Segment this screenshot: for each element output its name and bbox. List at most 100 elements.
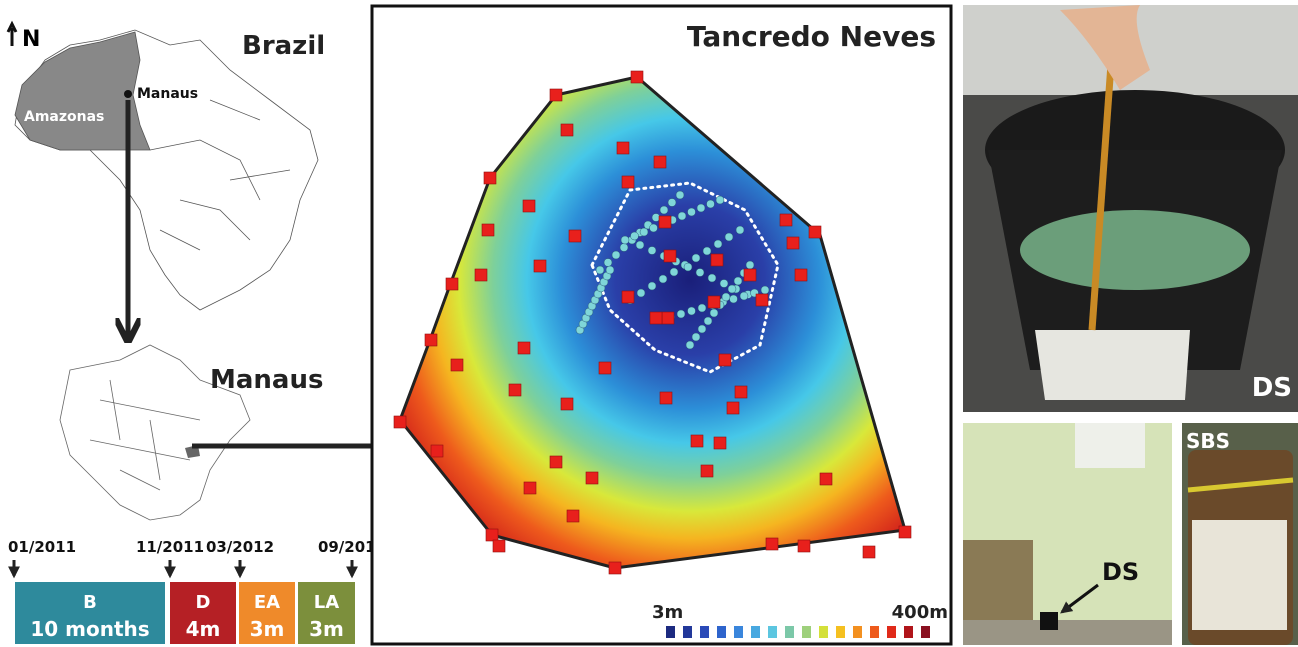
trap-square	[486, 529, 498, 541]
trap-square	[711, 254, 723, 266]
sensor-dot	[604, 259, 612, 267]
sensor-dot	[648, 282, 656, 290]
trap-square	[863, 546, 875, 558]
sensor-dot	[761, 286, 769, 294]
date-label: 03/2012	[206, 538, 274, 556]
date-label: 11/2011	[136, 538, 204, 556]
timeline: 01/201111/201103/201209/2012B10 monthsD4…	[8, 538, 386, 644]
sensor-dot	[728, 285, 736, 293]
sensor-dot	[746, 261, 754, 269]
sensor-dot	[636, 241, 644, 249]
trap-square	[744, 269, 756, 281]
scale-swatch	[717, 626, 726, 638]
trap-square	[524, 482, 536, 494]
sensor-dot	[670, 268, 678, 276]
sensor-dot	[703, 247, 711, 255]
phase-code: LA	[314, 592, 339, 613]
sensor-dot	[688, 208, 696, 216]
sensor-dot	[684, 263, 692, 271]
trap-square	[567, 510, 579, 522]
sensor-dot	[698, 304, 706, 312]
trap-square	[659, 216, 671, 228]
trap-square	[654, 156, 666, 168]
trap-square	[523, 200, 535, 212]
city-label: Manaus	[210, 365, 323, 395]
trap-square	[609, 562, 621, 574]
trap-square	[766, 538, 778, 550]
scale-swatch	[751, 626, 760, 638]
sensor-dot	[659, 275, 667, 283]
sensor-dot	[620, 244, 628, 252]
sensor-dot	[697, 204, 705, 212]
scale-swatch	[734, 626, 743, 638]
trap-square	[617, 142, 629, 154]
phase-duration: 10 months	[30, 617, 149, 641]
trap-square	[708, 296, 720, 308]
sensor-dot	[688, 307, 696, 315]
scale-swatch	[853, 626, 862, 638]
trap-square	[425, 334, 437, 346]
trap-square	[482, 224, 494, 236]
sensor-dot	[648, 247, 656, 255]
sensor-dot	[606, 266, 614, 274]
scale-swatch	[887, 626, 896, 638]
sensor-dot	[692, 254, 700, 262]
sensor-dot	[660, 206, 668, 214]
sensor-dot	[640, 228, 648, 236]
sensor-dot	[631, 232, 639, 240]
sensor-dot	[596, 266, 604, 274]
trap-square	[631, 71, 643, 83]
phase-duration: 3m	[250, 617, 285, 641]
trap-square	[394, 416, 406, 428]
phase-duration: 3m	[309, 617, 344, 641]
trap-square	[809, 226, 821, 238]
scale-swatch	[921, 626, 930, 638]
sensor-dot	[725, 233, 733, 241]
scale-swatch	[836, 626, 845, 638]
trap-square	[561, 398, 573, 410]
city-point-label: Manaus	[137, 86, 198, 102]
sensor-dot	[668, 199, 676, 207]
photo-ds-closeup: DS	[963, 5, 1298, 412]
sensor-dot	[678, 212, 686, 220]
scale-swatch	[700, 626, 709, 638]
north-label: N	[22, 27, 40, 52]
scale-swatch	[819, 626, 828, 638]
trap-square	[735, 386, 747, 398]
scale-swatch	[904, 626, 913, 638]
scale-swatch	[683, 626, 692, 638]
sensor-dot	[716, 196, 724, 204]
phase-duration: 4m	[186, 617, 221, 641]
trap-square	[795, 269, 807, 281]
sensor-dot	[714, 240, 722, 248]
trap-square	[561, 124, 573, 136]
sensor-dot	[704, 317, 712, 325]
photo-sbs: SBS	[1182, 423, 1298, 645]
sensor-dot	[698, 325, 706, 333]
photo-label: DS	[1252, 373, 1292, 403]
trap-square	[701, 465, 713, 477]
sensor-dot	[720, 280, 728, 288]
sensor-dot	[736, 226, 744, 234]
sensor-dot	[650, 224, 658, 232]
trap-square	[660, 392, 672, 404]
photo-label: SBS	[1186, 429, 1230, 453]
sensor-dot	[707, 200, 715, 208]
trap-square	[550, 89, 562, 101]
trap-square	[820, 473, 832, 485]
trap-square	[586, 472, 598, 484]
trap-square	[780, 214, 792, 226]
scale-max: 400m	[892, 602, 948, 623]
trap-square	[664, 250, 676, 262]
photo-label: DS	[1102, 558, 1139, 586]
sensor-dot	[637, 289, 645, 297]
trap-square	[622, 291, 634, 303]
trap-square	[798, 540, 810, 552]
trap-square	[493, 540, 505, 552]
trap-square	[691, 435, 703, 447]
sensor-dot	[677, 310, 685, 318]
scale-swatch	[870, 626, 879, 638]
trap-square	[662, 312, 674, 324]
trap-square	[534, 260, 546, 272]
figure: N Brazil Amazonas Manaus Manaus 01/20111…	[0, 0, 1298, 647]
